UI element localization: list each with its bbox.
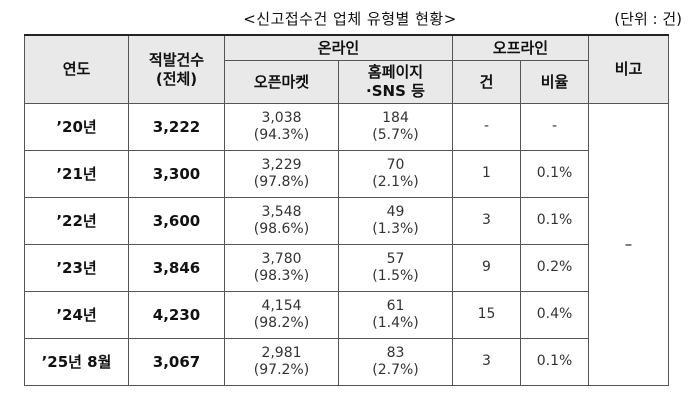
cell-total: 3,846 xyxy=(128,244,225,292)
cell-total: 4,230 xyxy=(128,291,225,339)
header-offline-ratio: 비율 xyxy=(519,60,590,104)
cell-open-market: 3,780 (98.3%) xyxy=(224,244,339,292)
cell-homepage: 70 (2.1%) xyxy=(338,150,453,198)
table-row: ’22년 3,600 3,548 (98.6%) 49 (1.3%) 3 0.1% xyxy=(24,197,669,245)
cell-homepage: 61 (1.4%) xyxy=(338,291,453,339)
cell-offline-ratio: 0.1% xyxy=(519,150,590,198)
cell-homepage: 83 (2.7%) xyxy=(338,338,453,386)
cell-open-market: 3,038 (94.3%) xyxy=(224,103,339,151)
cell-total: 3,600 xyxy=(128,197,225,245)
header-homepage: 홈페이지 ·SNS 등 xyxy=(338,60,453,104)
table-row: ’20년 3,222 3,038 (94.3%) 184 (5.7%) - - – xyxy=(24,103,670,386)
report-table: 연도 적발건수 (전체) 온라인 오프라인 비고 오픈마켓 홈페이지 ·SNS 등 … xyxy=(24,34,670,386)
cell-total: 3,222 xyxy=(128,103,225,151)
cell-year: ’22년 xyxy=(24,197,129,245)
table-row: ’25년 8월 3,067 2,981 (97.2%) 83 (2.7%) 3 0.1% xyxy=(24,338,669,386)
cell-offline-ratio: - xyxy=(519,103,590,151)
cell-offline-count: 9 xyxy=(452,244,521,292)
cell-offline-ratio: 0.1% xyxy=(519,197,590,245)
remark-value: – xyxy=(624,235,633,254)
cell-open-market: 3,548 (98.6%) xyxy=(224,197,339,245)
header-total-line1: 적발건수 xyxy=(148,50,205,69)
cell-year: ’21년 xyxy=(24,150,129,198)
cell-year: ’24년 xyxy=(24,291,129,339)
cell-offline-ratio: 0.2% xyxy=(519,244,590,292)
table-body: ’20년 3,222 3,038 (94.3%) 184 (5.7%) - - – ’21년 3,3… xyxy=(24,103,670,386)
cell-year: ’20년 xyxy=(24,103,129,151)
header-offline: 오프라인 xyxy=(451,34,590,61)
cell-year: ’25년 8월 xyxy=(24,338,129,386)
header-offline-count: 건 xyxy=(452,60,521,104)
cell-year: ’23년 xyxy=(24,244,129,292)
cell-total: 3,067 xyxy=(128,338,225,386)
header-homepage-line2: ·SNS 등 xyxy=(366,82,425,100)
header-open-market: 오픈마켓 xyxy=(224,60,339,104)
table-row: ’23년 3,846 3,780 (98.3%) 57 (1.5%) 9 0.2% xyxy=(24,244,669,292)
cell-homepage: 184 (5.7%) xyxy=(338,103,453,151)
cell-offline-count: 15 xyxy=(452,291,521,339)
cell-offline-count: 3 xyxy=(452,338,521,386)
header-total: 적발건수 (전체) xyxy=(128,34,225,104)
header-online: 온라인 xyxy=(224,34,453,61)
header-total-line2: (전체) xyxy=(155,69,198,88)
cell-homepage: 57 (1.5%) xyxy=(338,244,453,292)
cell-offline-count: - xyxy=(452,103,521,151)
header-remark: 비고 xyxy=(588,34,670,104)
cell-total: 3,300 xyxy=(128,150,225,198)
cell-open-market: 2,981 (97.2%) xyxy=(224,338,339,386)
cell-offline-ratio: 0.1% xyxy=(519,338,590,386)
cell-offline-ratio: 0.4% xyxy=(519,291,590,339)
table-title: <신고접수건 업체 유형별 현황> xyxy=(243,10,457,28)
cell-open-market: 4,154 (98.2%) xyxy=(224,291,339,339)
cell-open-market: 3,229 (97.8%) xyxy=(224,150,339,198)
cell-offline-count: 3 xyxy=(452,197,521,245)
unit-label: (단위 : 건) xyxy=(614,10,682,28)
header-homepage-line1: 홈페이지 xyxy=(367,63,424,82)
header-year: 연도 xyxy=(24,34,129,104)
cell-offline-count: 1 xyxy=(452,150,521,198)
table-row: ’21년 3,300 3,229 (97.8%) 70 (2.1%) 1 0.1% xyxy=(24,150,669,198)
cell-remark: – xyxy=(588,103,670,386)
table-row: ’24년 4,230 4,154 (98.2%) 61 (1.4%) 15 0.4% xyxy=(24,291,669,339)
cell-homepage: 49 (1.3%) xyxy=(338,197,453,245)
